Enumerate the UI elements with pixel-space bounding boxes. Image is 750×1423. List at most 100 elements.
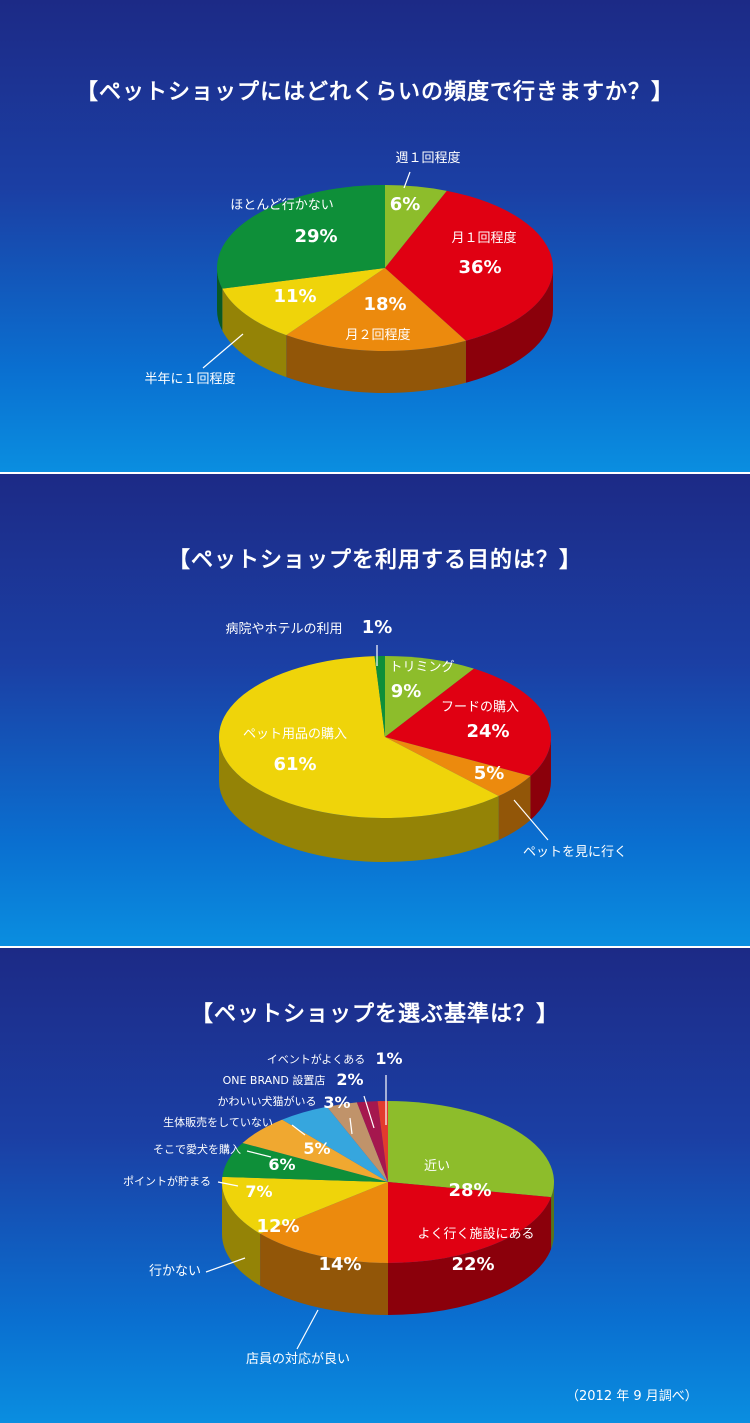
slice-name-label: 行かない <box>149 1264 201 1279</box>
leader-line <box>205 1257 246 1273</box>
pie-slice <box>385 656 474 737</box>
slice-value-label: 6% <box>268 1155 295 1174</box>
slice-name-label: ほとんど行かない <box>230 198 334 213</box>
pie-slice <box>326 1102 388 1182</box>
pie-slice <box>388 1101 555 1198</box>
leader-line <box>296 1309 319 1350</box>
slice-name-label: ONE BRAND 設置店 <box>223 1073 326 1087</box>
pie-side-segment <box>219 737 499 862</box>
leader-line <box>202 333 244 369</box>
chart-title: 【ペットショップを選ぶ基準は？】 <box>190 1002 559 1027</box>
leader-line <box>349 1117 353 1135</box>
pie-side-segment <box>222 1182 261 1286</box>
chart-panel-purpose: 【ペットショップを利用する目的は？】 トリミング 9% フードの購入 24% ペットを見… <box>0 474 750 946</box>
slice-name-label: 店員の対応が良い <box>246 1351 350 1367</box>
pie-side-segment <box>286 335 466 393</box>
slice-value-label: 5% <box>474 763 505 784</box>
slice-name-label: ペット用品の購入 <box>243 727 347 742</box>
slice-name-label: 生体販売をしていない <box>163 1115 273 1129</box>
pie-side-segment <box>530 737 551 821</box>
pie-slice <box>385 190 553 341</box>
pie-slice <box>221 1176 388 1234</box>
pie-top <box>221 1101 555 1263</box>
chart-panel-criteria: 【ペットショップを選ぶ基準は？】 近い 28% よく行く施設にある 22% 店員の対応が… <box>0 948 750 1423</box>
leader-line <box>246 1150 272 1158</box>
slice-value-label: 9% <box>391 681 422 702</box>
slice-name-label: 月２回程度 <box>345 327 410 343</box>
slice-name-label: そこで愛犬を購入 <box>153 1142 241 1156</box>
pie-chart-frequency: 週１回程度 6% 月１回程度 36% 月２回程度 18% 半年に１回程度 11% ほとんど行かな… <box>144 150 553 393</box>
pie-slice <box>286 268 466 351</box>
slice-value-label: 61% <box>273 754 316 775</box>
pie-top <box>217 185 553 351</box>
pie-slice <box>385 668 551 777</box>
pie-side <box>217 268 553 393</box>
pie-chart-criteria: 近い 28% よく行く施設にある 22% 店員の対応が良い 14% 行かない 12% ポイントが… <box>123 1049 555 1367</box>
pie-side-segment <box>388 1197 552 1315</box>
slice-value-label: 24% <box>466 721 509 742</box>
chart-title: 【ペットショップにはどれくらいの頻度で行きますか？】 <box>75 80 674 105</box>
slice-value-label: 36% <box>458 257 501 278</box>
slice-name-label: 病院やホテルの利用 <box>225 622 342 637</box>
pie-side-segment <box>498 776 531 841</box>
pie-side-segment <box>222 288 287 378</box>
survey-date-note: （2012 年 9 月調べ） <box>566 1389 698 1404</box>
pie-top <box>219 656 551 818</box>
pie-slice <box>260 1182 388 1263</box>
pie-chart-purpose: トリミング 9% フードの購入 24% ペットを見に行く 5% ペット用品の購入 61% 病院や… <box>219 617 627 862</box>
pie-slice <box>385 737 531 797</box>
pie-side-segment <box>217 268 223 331</box>
pie-labels: 週１回程度 6% 月１回程度 36% 月２回程度 18% 半年に１回程度 11% ほとんど行かな… <box>144 150 516 387</box>
leader-line <box>403 171 411 189</box>
pie-slice <box>385 185 447 268</box>
pie-side-segment <box>260 1233 388 1315</box>
pie-side <box>222 1182 554 1315</box>
leader-line <box>291 1124 306 1136</box>
chart-panel-frequency: 【ペットショップにはどれくらいの頻度で行きますか？】 週１回程度 6% 月１回程度 3… <box>0 0 750 472</box>
slice-name-label: ペットを見に行く <box>523 845 627 860</box>
pie-slice <box>282 1106 388 1182</box>
slice-value-label: 6% <box>390 194 421 215</box>
pie-labels: 近い 28% よく行く施設にある 22% 店員の対応が良い 14% 行かない 12% ポイントが… <box>123 1049 535 1367</box>
slice-name-label: 月１回程度 <box>451 230 516 246</box>
slice-value-label: 28% <box>448 1180 491 1201</box>
chart-title: 【ペットショップを利用する目的は？】 <box>167 548 582 573</box>
pie-slice <box>374 656 385 737</box>
leader-line <box>513 799 549 841</box>
slice-name-label: イベントがよくある <box>267 1052 365 1066</box>
pie-slice <box>219 656 499 818</box>
pie-slice <box>356 1101 388 1182</box>
slice-value-label: 3% <box>323 1093 350 1112</box>
slice-value-label: 12% <box>256 1216 299 1237</box>
pie-side-segment <box>465 268 553 383</box>
slice-name-label: よく行く施設にある <box>417 1226 534 1242</box>
pie-labels: トリミング 9% フードの購入 24% ペットを見に行く 5% ペット用品の購入 61% 病院や… <box>225 617 627 860</box>
pie-slice <box>222 1142 388 1182</box>
slice-name-label: ポイントが貯まる <box>123 1174 211 1188</box>
slice-value-label: 11% <box>273 286 316 307</box>
slice-value-label: 1% <box>375 1049 402 1068</box>
pie-slice <box>217 185 385 289</box>
pie-slice <box>377 1101 388 1182</box>
slice-value-label: 18% <box>363 294 406 315</box>
slice-name-label: トリミング <box>389 660 454 675</box>
leader-line <box>217 1181 239 1187</box>
slice-value-label: 29% <box>294 226 337 247</box>
slice-value-label: 7% <box>245 1182 272 1201</box>
slice-value-label: 1% <box>362 617 393 638</box>
slice-name-label: 近い <box>424 1159 450 1174</box>
leader-line <box>363 1095 375 1129</box>
slice-value-label: 5% <box>303 1139 330 1158</box>
pie-slice <box>222 268 385 336</box>
pie-side-segment <box>551 1182 554 1250</box>
slice-name-label: フードの購入 <box>441 700 519 715</box>
slice-name-label: 半年に１回程度 <box>144 371 235 387</box>
slice-value-label: 14% <box>318 1254 361 1275</box>
pie-slice <box>242 1119 388 1182</box>
pie-side <box>219 737 551 862</box>
slice-value-label: 22% <box>451 1254 494 1275</box>
pie-slice <box>388 1182 552 1263</box>
slice-name-label: かわいい犬猫がいる <box>218 1094 317 1108</box>
slice-value-label: 2% <box>336 1070 363 1089</box>
slice-name-label: 週１回程度 <box>395 150 460 166</box>
